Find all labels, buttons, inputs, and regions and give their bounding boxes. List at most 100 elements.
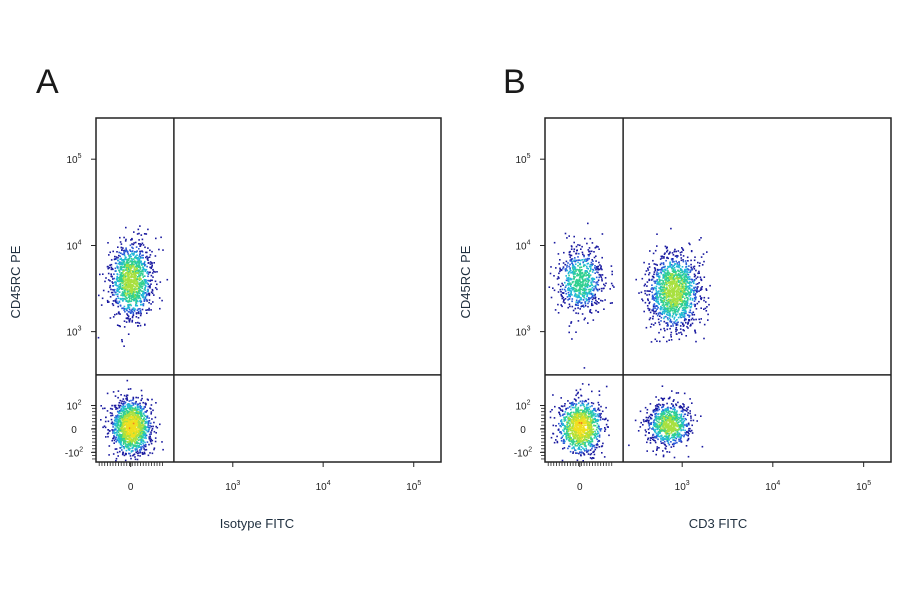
event-dot [129,426,132,428]
event-dot [143,298,146,301]
event-dot [127,422,129,425]
event-dot [581,424,584,427]
event-dot [136,250,138,252]
event-dot [150,431,152,433]
event-dot [574,429,577,431]
event-dot [666,302,668,304]
event-dot [573,419,576,422]
event-dot [578,447,581,449]
event-dot [146,420,148,423]
event-dot [134,431,137,434]
event-dot [584,303,587,305]
event-dot [132,273,135,276]
event-dot [116,273,119,276]
event-dot [144,270,146,273]
event-dot [584,414,586,417]
event-dot [587,437,590,440]
event-dot [584,443,586,445]
event-dot [142,276,144,278]
event-dot [124,432,126,435]
event-dot [139,289,142,291]
event-dot [136,429,138,432]
event-dot [596,444,599,446]
event-dot [131,422,134,425]
event-dot [127,428,130,430]
event-dot [579,270,581,272]
event-dot [141,429,144,432]
event-dot [114,448,117,450]
event-dot [605,282,607,285]
event-dot [646,290,648,292]
event-dot [140,389,143,392]
event-dot [570,438,572,441]
event-dot [118,424,120,427]
event-dot [118,325,120,327]
event-dot [581,305,583,307]
event-dot [132,307,135,309]
event-dot [579,416,582,419]
event-dot [139,324,142,327]
event-dot [568,289,571,292]
event-dot [109,284,112,287]
event-dot [594,296,597,299]
event-dot [600,412,602,415]
event-dot [142,424,145,426]
event-dot [115,418,118,421]
event-dot [571,260,573,263]
event-dot [133,295,135,297]
event-dot [142,291,144,293]
event-dot [151,250,153,253]
event-dot [127,264,130,266]
event-dot [583,273,586,276]
event-dot [578,436,580,438]
event-dot [580,283,582,285]
event-dot [604,428,607,431]
event-dot [579,425,581,427]
event-dot [129,244,132,247]
event-dot [572,288,575,291]
event-dot [127,288,129,290]
event-dot [112,432,114,434]
event-dot [135,439,137,441]
event-dot [133,432,135,434]
event-dot [138,258,141,260]
event-dot [584,293,586,295]
event-dot [570,437,572,439]
event-dot [575,389,578,392]
event-dot [578,420,580,422]
event-dot [580,440,583,443]
event-dot [109,264,111,266]
event-dot [155,432,157,434]
event-dot [584,301,586,303]
event-dot [149,437,152,439]
event-dot [555,439,557,441]
event-dot [136,269,138,272]
event-dot [576,284,579,287]
event-dot [145,233,148,235]
event-dot [561,305,563,308]
event-dot [568,420,570,422]
event-dot [574,284,577,286]
event-dot [583,417,586,419]
event-dot [580,286,582,288]
event-dot [579,266,581,269]
event-dot [648,290,650,292]
event-dot [603,287,605,290]
event-dot [588,431,591,434]
event-dot [673,316,676,319]
event-dot [140,278,142,280]
event-dot [584,441,586,444]
panel-b-x-axis-title: CD3 FITC [689,516,748,531]
event-dot [146,251,148,254]
event-dot [700,287,702,289]
event-dot [119,285,121,288]
event-dot [677,255,679,257]
event-dot [684,275,686,277]
event-dot [127,417,130,420]
event-dot [118,269,120,272]
event-dot [107,242,109,244]
event-dot [591,300,593,303]
event-dot [565,438,568,441]
event-dot [595,415,597,417]
event-dot [688,281,690,284]
